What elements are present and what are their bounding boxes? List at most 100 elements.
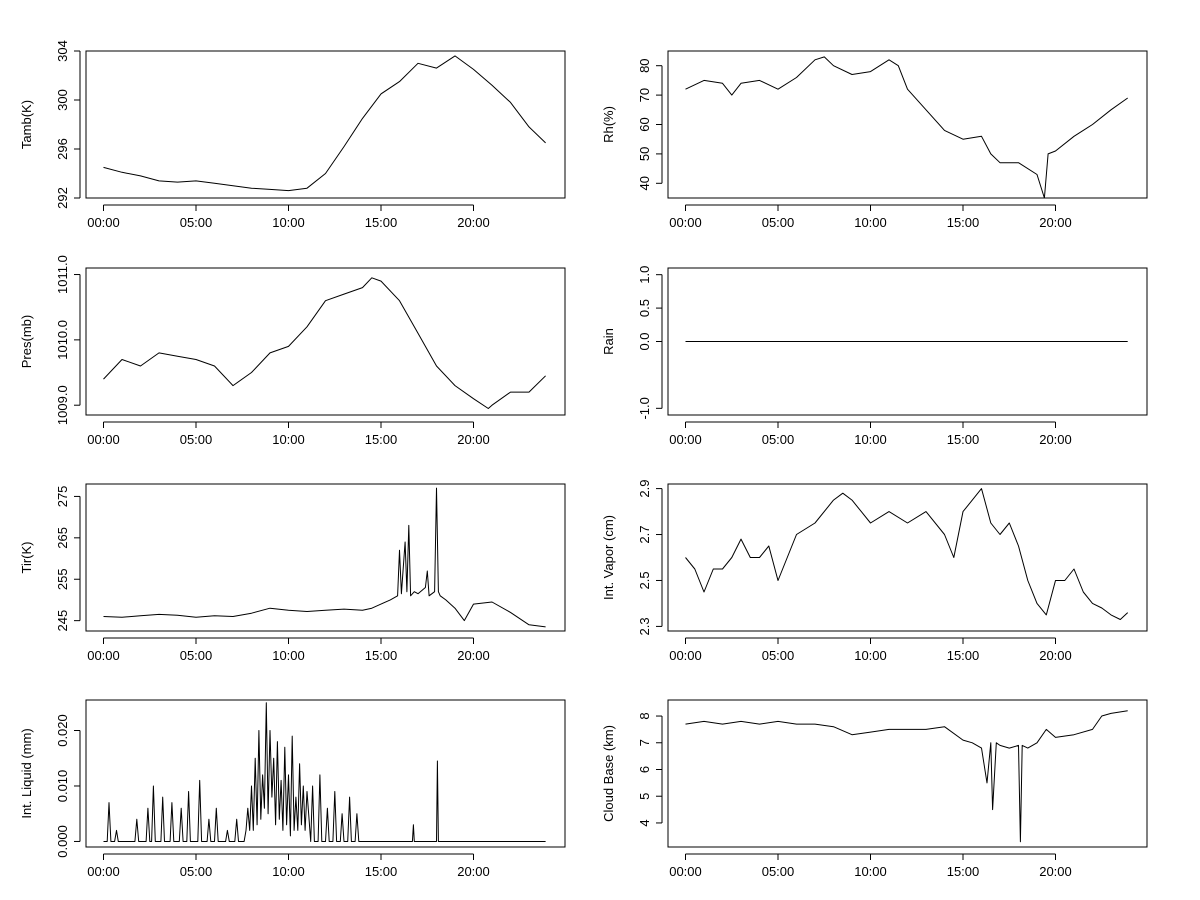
y-tick-label: 2.9: [637, 480, 652, 498]
x-tick-label: 10:00: [272, 648, 305, 663]
panel: 00:00 05:00 10:00 15:00 20:00 1009.0 1010.0 101…: [19, 255, 566, 447]
y-tick-label: 60: [637, 117, 652, 131]
y-tick-label: 0.5: [637, 299, 652, 317]
x-tick-label: 15:00: [365, 648, 398, 663]
y-axis-label: Tamb(K): [19, 100, 34, 149]
x-tick-label: 20:00: [1039, 215, 1072, 230]
x-tick-label: 00:00: [669, 432, 702, 447]
series-line: [103, 487, 546, 628]
plot-frame: [667, 50, 1148, 199]
x-tick-label: 15:00: [365, 864, 398, 879]
y-tick-label: 2.5: [637, 571, 652, 589]
series-line: [103, 55, 546, 192]
y-tick-label: 2.7: [637, 525, 652, 543]
x-tick-label: 05:00: [180, 648, 213, 663]
x-tick-label: 15:00: [947, 432, 980, 447]
y-tick-label: -1.0: [637, 397, 652, 419]
x-tick-label: 00:00: [87, 648, 120, 663]
x-tick-label: 20:00: [457, 864, 490, 879]
x-tick-label: 05:00: [762, 432, 795, 447]
x-tick-label: 15:00: [365, 215, 398, 230]
y-tick-label: 1.0: [637, 266, 652, 284]
y-tick-label: 0.000: [55, 825, 70, 858]
x-tick-label: 20:00: [1039, 648, 1072, 663]
x-tick-label: 15:00: [947, 648, 980, 663]
y-tick-label: 80: [637, 58, 652, 72]
series-line: [685, 710, 1128, 843]
y-tick-label: 0.020: [55, 714, 70, 747]
x-tick-label: 10:00: [272, 864, 305, 879]
plot-frame: [85, 50, 566, 199]
y-tick-label: 1011.0: [55, 255, 70, 294]
panel: 00:00 05:00 10:00 15:00 20:00 40 50 60 70 80 Rh(%): [601, 50, 1148, 230]
y-tick-label: 292: [55, 187, 70, 209]
y-tick-label: 6: [637, 766, 652, 773]
y-tick-label: 5: [637, 793, 652, 800]
x-tick-label: 10:00: [272, 215, 305, 230]
x-tick-label: 10:00: [272, 432, 305, 447]
x-tick-label: 20:00: [457, 215, 490, 230]
y-tick-label: 245: [55, 610, 70, 632]
series-line: [103, 277, 546, 409]
y-tick-label: 0.0: [637, 332, 652, 350]
x-tick-label: 00:00: [669, 215, 702, 230]
y-tick-label: 1010.0: [55, 320, 70, 360]
y-tick-label: 50: [637, 147, 652, 161]
panel: 00:00 05:00 10:00 15:00 20:00 292 296 300 304 Tam…: [19, 40, 566, 230]
x-tick-label: 00:00: [87, 215, 120, 230]
panel: 00:00 05:00 10:00 15:00 20:00 -1.0 0.0 0.5 1.0 Ra…: [601, 266, 1148, 447]
x-tick-label: 10:00: [854, 432, 887, 447]
x-tick-label: 10:00: [854, 864, 887, 879]
x-tick-label: 05:00: [180, 864, 213, 879]
x-tick-label: 15:00: [947, 215, 980, 230]
series-line: [685, 488, 1129, 620]
panel: 00:00 05:00 10:00 15:00 20:00 2.3 2.5 2.7 2.9 Int…: [601, 480, 1148, 663]
y-axis-label: Pres(mb): [19, 315, 34, 368]
x-tick-label: 20:00: [1039, 432, 1072, 447]
x-tick-label: 00:00: [669, 864, 702, 879]
y-tick-label: 70: [637, 88, 652, 102]
x-tick-label: 20:00: [1039, 864, 1072, 879]
x-tick-label: 20:00: [457, 432, 490, 447]
plot-frame: [667, 699, 1148, 848]
panel: 00:00 05:00 10:00 15:00 20:00 4 5 6 7 8 Cloud Base…: [601, 699, 1148, 879]
y-tick-label: 275: [55, 486, 70, 508]
x-tick-label: 05:00: [180, 432, 213, 447]
x-tick-label: 15:00: [947, 864, 980, 879]
x-tick-label: 00:00: [87, 864, 120, 879]
y-axis-label: Cloud Base (km): [601, 725, 616, 822]
y-axis-label: Tir(K): [19, 541, 34, 573]
x-tick-label: 20:00: [457, 648, 490, 663]
y-axis-label: Rain: [601, 328, 616, 355]
x-tick-label: 05:00: [762, 864, 795, 879]
y-tick-label: 265: [55, 527, 70, 549]
plot-frame: [667, 267, 1148, 416]
plot-frame: [667, 483, 1148, 632]
x-tick-label: 10:00: [854, 215, 887, 230]
x-tick-label: 00:00: [669, 648, 702, 663]
y-tick-label: 255: [55, 568, 70, 590]
x-tick-label: 15:00: [365, 432, 398, 447]
x-tick-label: 05:00: [762, 648, 795, 663]
y-tick-label: 1009.0: [55, 385, 70, 425]
y-tick-label: 304: [55, 40, 70, 62]
y-tick-label: 0.010: [55, 770, 70, 803]
series-line: [103, 702, 546, 842]
y-tick-label: 7: [637, 739, 652, 746]
y-tick-label: 2.3: [637, 617, 652, 635]
y-tick-label: 300: [55, 89, 70, 111]
y-tick-label: 8: [637, 712, 652, 719]
series-line: [685, 56, 1128, 199]
panel: 00:00 05:00 10:00 15:00 20:00 245 255 265 275 Tir…: [19, 483, 566, 663]
panel: 00:00 05:00 10:00 15:00 20:00 0.000 0.010 0.020…: [19, 699, 566, 879]
x-tick-label: 10:00: [854, 648, 887, 663]
y-tick-label: 296: [55, 138, 70, 160]
x-tick-label: 05:00: [762, 215, 795, 230]
x-tick-label: 00:00: [87, 432, 120, 447]
y-tick-label: 4: [637, 819, 652, 826]
y-axis-label: Rh(%): [601, 106, 616, 143]
y-axis-label: Int. Vapor (cm): [601, 515, 616, 600]
plot-frame: [85, 267, 566, 416]
plot-frame: [85, 483, 566, 632]
